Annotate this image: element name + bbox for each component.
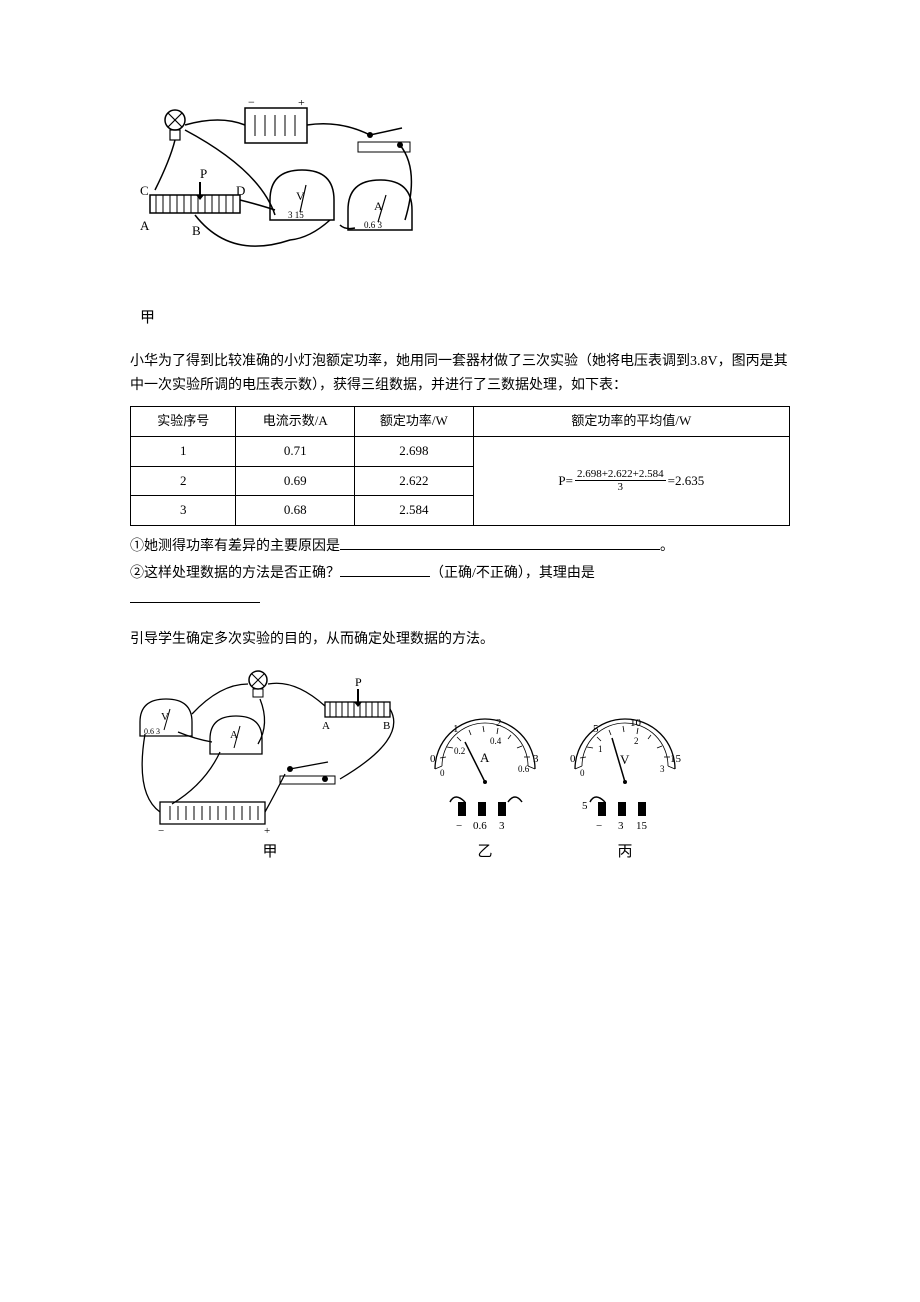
table-header-row: 实验序号 电流示数/A 额定功率/W 额定功率的平均值/W — [131, 406, 790, 436]
svg-text:5: 5 — [582, 800, 588, 812]
svg-text:0: 0 — [570, 753, 576, 765]
q1-text: ①她测得功率有差异的主要原因是 — [130, 539, 340, 554]
cell-r3-c3: 2.584 — [355, 496, 474, 526]
svg-text:0.6: 0.6 — [473, 820, 487, 832]
cell-r2-c3: 2.622 — [355, 466, 474, 496]
th-avg-power: 额定功率的平均值/W — [473, 406, 789, 436]
figure-label-jia-top: 甲 — [140, 306, 790, 330]
question-2: ②这样处理数据的方法是否正确？ （正确/不正确），其理由是 — [130, 563, 790, 585]
svg-text:B: B — [192, 223, 201, 238]
svg-text:0.6: 0.6 — [518, 764, 530, 774]
q2-text-b: （正确/不正确），其理由是 — [430, 566, 595, 581]
svg-text:2: 2 — [496, 717, 502, 729]
svg-text:−: − — [596, 820, 602, 832]
formula-numerator: 2.698+2.622+2.584 — [575, 468, 666, 481]
formula-denominator: 3 — [616, 481, 626, 493]
svg-text:0.4: 0.4 — [490, 736, 502, 746]
th-exp-no: 实验序号 — [131, 406, 236, 436]
svg-text:−: − — [158, 825, 164, 834]
figures-row: P A B V 0.6 3 A — [130, 664, 790, 864]
data-table: 实验序号 电流示数/A 额定功率/W 额定功率的平均值/W 1 0.71 2.6… — [130, 406, 790, 526]
th-power: 额定功率/W — [355, 406, 474, 436]
svg-text:A: A — [480, 750, 490, 765]
q2-blank-1 — [340, 576, 430, 577]
fig-label-yi: 乙 — [477, 840, 492, 864]
svg-text:P: P — [200, 166, 207, 181]
svg-text:3 15: 3 15 — [288, 210, 304, 220]
svg-text:3: 3 — [618, 820, 624, 832]
question-1: ①她测得功率有差异的主要原因是 。 — [130, 536, 790, 558]
svg-text:A: A — [140, 218, 150, 233]
q2-text-a: ②这样处理数据的方法是否正确？ — [130, 566, 340, 581]
svg-text:−: − — [248, 100, 255, 109]
intro-paragraph: 小华为了得到比较准确的小灯泡额定功率，她用同一套器材做了三次实验（她将电压表调到… — [130, 350, 790, 398]
cell-r1-c1: 1 — [131, 436, 236, 466]
q2-blank-line2 — [130, 589, 790, 611]
cell-r2-c1: 2 — [131, 466, 236, 496]
figure-jia: P A B V 0.6 3 A — [130, 664, 410, 864]
svg-text:0.6 3: 0.6 3 — [144, 727, 160, 736]
svg-text:3: 3 — [660, 764, 665, 774]
svg-text:−: − — [456, 820, 462, 832]
svg-text:1: 1 — [598, 744, 603, 754]
formula-result: =2.635 — [668, 471, 705, 492]
svg-text:+: + — [264, 825, 270, 834]
svg-text:B: B — [383, 720, 390, 732]
formula-prefix: P= — [558, 471, 573, 492]
fig-label-jia: 甲 — [262, 840, 277, 864]
guide-text: 引导学生确定多次实验的目的，从而确定处理数据的方法。 — [130, 629, 790, 651]
table-row: 1 0.71 2.698 P= 2.698+2.622+2.584 3 =2.6… — [131, 436, 790, 466]
svg-text:3: 3 — [499, 820, 505, 832]
svg-text:+: + — [298, 100, 305, 109]
figure-yi: 0 1 2 3 0 0.2 0.4 0.6 A − 0.6 3 乙 — [420, 714, 550, 864]
svg-text:0: 0 — [430, 753, 436, 765]
q1-blank — [340, 549, 660, 550]
svg-text:0.2: 0.2 — [454, 746, 465, 756]
svg-text:2: 2 — [634, 736, 639, 746]
svg-text:15: 15 — [670, 753, 682, 765]
svg-text:0: 0 — [440, 768, 445, 778]
svg-text:C: C — [140, 183, 149, 198]
circuit-diagram-1: − + C P D A B V 3 15 A — [130, 100, 790, 306]
cell-r3-c2: 0.68 — [236, 496, 355, 526]
q1-suffix: 。 — [660, 539, 674, 554]
svg-text:3: 3 — [533, 753, 539, 765]
figure-bing: 0 5 10 15 0 1 2 3 V 5 − 3 15 丙 — [560, 714, 690, 864]
fig-label-bing: 丙 — [617, 840, 632, 864]
q2-blank-2 — [130, 602, 260, 603]
svg-text:V: V — [620, 752, 630, 767]
cell-r1-c2: 0.71 — [236, 436, 355, 466]
svg-text:0: 0 — [580, 768, 585, 778]
cell-avg-formula: P= 2.698+2.622+2.584 3 =2.635 — [473, 436, 789, 525]
th-current: 电流示数/A — [236, 406, 355, 436]
cell-r2-c2: 0.69 — [236, 466, 355, 496]
cell-r1-c3: 2.698 — [355, 436, 474, 466]
svg-text:P: P — [355, 675, 362, 689]
svg-text:0.6 3: 0.6 3 — [364, 220, 383, 230]
svg-text:5: 5 — [593, 723, 599, 735]
svg-text:1: 1 — [453, 723, 459, 735]
cell-r3-c1: 3 — [131, 496, 236, 526]
svg-text:10: 10 — [630, 717, 642, 729]
svg-text:15: 15 — [636, 820, 648, 832]
svg-text:A: A — [322, 720, 330, 732]
